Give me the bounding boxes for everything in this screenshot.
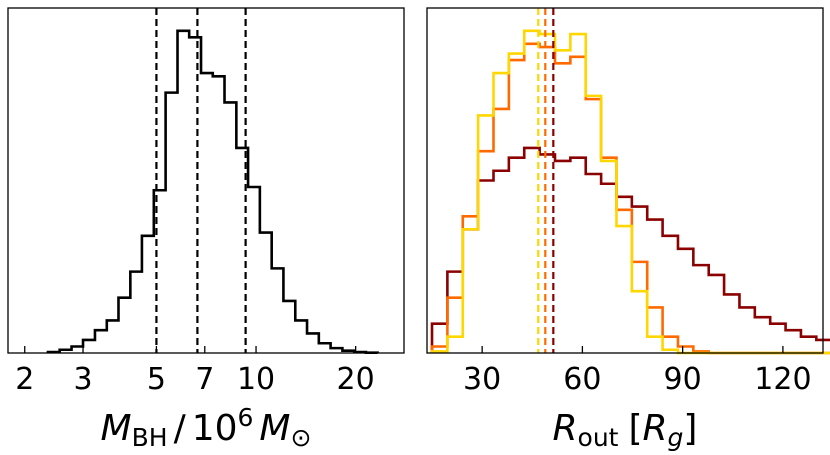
right-plot-content — [430, 8, 830, 355]
left-plot-content — [46, 8, 379, 354]
right-x-tick-label-2: 90 — [664, 362, 702, 397]
panel-left: 2 3 5 7 10 20 MBH/106 M⊙ — [7, 7, 405, 452]
left-x-ticks: 2 3 5 7 10 20 — [15, 346, 375, 397]
right-x-tick-label-3: 120 — [754, 362, 811, 397]
right-x-tick-label-1: 60 — [563, 362, 601, 397]
left-axes-frame — [7, 7, 405, 354]
left-histogram-series-0 — [46, 29, 379, 354]
right-x-tick-label-0: 30 — [463, 362, 501, 397]
right-axes-frame — [426, 7, 824, 354]
left-x-tick-label-5: 20 — [337, 362, 375, 397]
left-x-tick-label-2: 5 — [147, 362, 166, 397]
left-x-axis-label: MBH/106 M⊙ — [101, 403, 312, 452]
right-x-axis-label: Rout [Rg] — [553, 408, 698, 452]
right-histogram-series-2 — [430, 29, 830, 355]
panel-right: 30 60 90 120 Rout [Rg] — [426, 7, 830, 452]
left-x-tick-label-0: 2 — [15, 362, 34, 397]
left-x-tick-label-1: 3 — [73, 362, 92, 397]
right-x-ticks: 30 60 90 120 — [463, 346, 812, 397]
right-histogram-series-0 — [430, 146, 830, 353]
left-x-tick-label-3: 7 — [195, 362, 214, 397]
left-x-tick-label-4: 10 — [237, 362, 275, 397]
